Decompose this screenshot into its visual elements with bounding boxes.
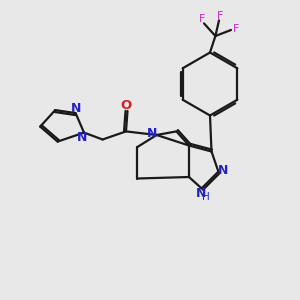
Text: F: F (198, 14, 205, 24)
Text: N: N (76, 130, 87, 144)
Text: N: N (196, 187, 206, 200)
Text: N: N (71, 102, 81, 115)
Text: H: H (202, 192, 210, 202)
Text: F: F (232, 24, 239, 34)
Text: N: N (147, 127, 158, 140)
Text: N: N (218, 164, 229, 177)
Text: O: O (120, 99, 132, 112)
Text: F: F (216, 11, 223, 21)
